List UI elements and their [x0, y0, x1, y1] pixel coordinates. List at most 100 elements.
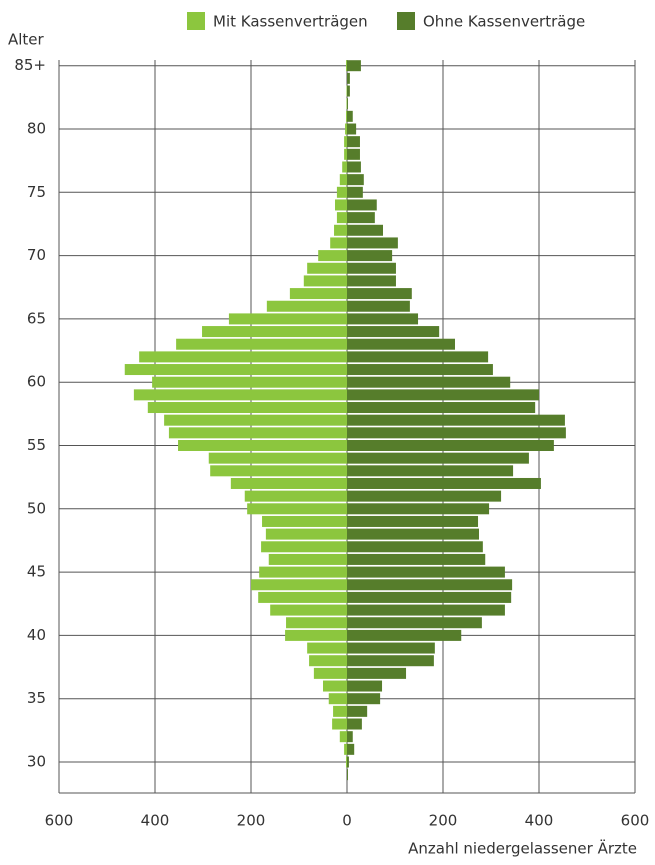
bar — [347, 250, 392, 261]
bar — [347, 301, 410, 312]
bar — [340, 731, 347, 742]
y-tick-label: 30 — [27, 753, 46, 771]
bar — [347, 313, 418, 324]
bar — [347, 757, 349, 768]
bar — [210, 465, 347, 476]
bar — [347, 326, 439, 337]
bar — [318, 250, 347, 261]
bar — [342, 161, 347, 172]
bar — [285, 630, 347, 641]
bar — [344, 149, 347, 160]
bar — [347, 516, 478, 527]
bar — [139, 351, 347, 362]
bar — [307, 263, 347, 274]
bar — [347, 161, 361, 172]
bar — [286, 617, 347, 628]
bar — [347, 339, 455, 350]
bar — [346, 60, 347, 71]
bar — [337, 212, 347, 223]
bar — [329, 693, 347, 704]
bar — [345, 124, 347, 135]
bar — [347, 263, 396, 274]
bar — [333, 706, 347, 717]
y-axis-label: Alter — [8, 31, 45, 49]
bar — [347, 605, 505, 616]
y-tick-label: 40 — [27, 626, 46, 644]
bar — [209, 453, 347, 464]
bar — [304, 275, 347, 286]
y-tick-label: 85+ — [14, 56, 46, 74]
bar — [347, 351, 488, 362]
bar — [334, 225, 347, 236]
bar — [347, 731, 353, 742]
y-tick-label: 55 — [27, 436, 46, 454]
bar — [290, 288, 347, 299]
bar — [347, 719, 362, 730]
bar — [347, 440, 554, 451]
bar — [323, 681, 347, 692]
bar — [347, 706, 367, 717]
bar — [164, 415, 347, 426]
bar — [148, 402, 347, 413]
bar — [344, 744, 347, 755]
bar — [330, 237, 347, 248]
x-tick-label: 600 — [45, 812, 74, 830]
bar — [347, 199, 377, 210]
bar — [347, 415, 565, 426]
bar — [347, 617, 482, 628]
bar — [347, 225, 383, 236]
bar — [309, 655, 347, 666]
bar — [347, 643, 435, 654]
bar — [347, 86, 350, 97]
y-tick-label: 35 — [27, 689, 46, 707]
bar — [347, 579, 512, 590]
x-tick-label: 600 — [621, 812, 650, 830]
bar — [169, 427, 347, 438]
y-tick-label: 60 — [27, 373, 46, 391]
bar — [347, 237, 398, 248]
x-tick-label: 400 — [141, 812, 170, 830]
bar — [347, 744, 354, 755]
legend-label: Mit Kassenverträgen — [213, 13, 368, 31]
bar — [347, 453, 529, 464]
bar — [347, 503, 489, 514]
bar — [347, 529, 479, 540]
y-tick-label: 50 — [27, 499, 46, 517]
bar — [251, 579, 347, 590]
bar — [347, 212, 375, 223]
bar — [347, 402, 535, 413]
bar — [347, 124, 356, 135]
legend-label: Ohne Kassenverträge — [423, 13, 585, 31]
bar — [347, 491, 501, 502]
bar — [347, 187, 363, 198]
bar — [347, 288, 412, 299]
bar — [347, 98, 348, 109]
bar — [261, 541, 347, 552]
bar — [269, 554, 347, 565]
bar — [347, 377, 510, 388]
y-tick-label: 45 — [27, 563, 46, 581]
bar — [347, 478, 541, 489]
bar — [229, 313, 347, 324]
bar — [307, 643, 347, 654]
bar — [347, 630, 461, 641]
bar — [347, 136, 360, 147]
bar — [267, 301, 347, 312]
bar — [347, 60, 361, 71]
bar — [258, 592, 347, 603]
bar — [347, 655, 434, 666]
bar — [347, 275, 396, 286]
bar — [347, 149, 360, 160]
bar — [335, 199, 347, 210]
bar — [176, 339, 347, 350]
legend-swatch — [397, 12, 415, 30]
bar — [347, 541, 483, 552]
bar — [347, 681, 382, 692]
bar — [347, 364, 493, 375]
bar — [247, 503, 347, 514]
bar — [347, 567, 505, 578]
bar — [347, 111, 353, 122]
bar — [314, 668, 347, 679]
bar — [259, 567, 347, 578]
